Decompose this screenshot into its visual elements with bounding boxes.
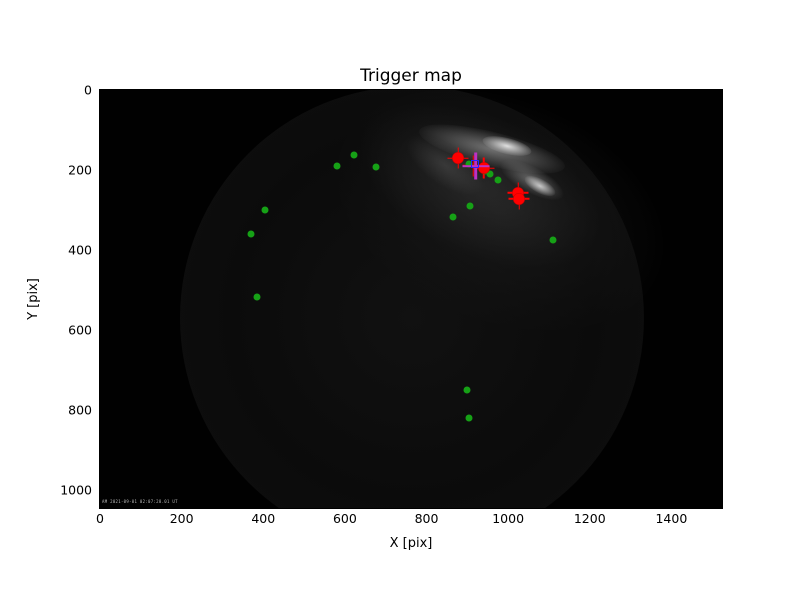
green-dots-marker [333, 162, 341, 170]
x-tick-label: 0 [96, 511, 104, 526]
green-dots-marker [465, 414, 473, 422]
green-dots-marker [247, 230, 255, 238]
red-circles-marker [452, 152, 464, 164]
green-dots-marker [449, 213, 457, 221]
plot-area: AM 2021-09-01 02:07:28.01 UT [99, 89, 723, 509]
x-tick-label: 200 [169, 511, 194, 526]
x-tick-label: 400 [251, 511, 276, 526]
green-dots-marker [486, 170, 494, 178]
y-tick-label: 0 [84, 82, 92, 98]
blue-square-marker [470, 160, 479, 169]
x-tick-label: 1400 [655, 511, 688, 526]
red-circles-marker [513, 193, 525, 205]
red-circles-marker [512, 187, 524, 199]
green-dots-marker [372, 163, 380, 171]
green-dots-marker [466, 202, 474, 210]
y-tick-label: 1000 [60, 482, 92, 498]
y-tick-label: 200 [68, 162, 92, 178]
y-tick-label: 600 [68, 322, 92, 338]
chart-title: Trigger map [360, 66, 462, 86]
y-tick-label: 800 [68, 402, 92, 418]
y-axis-label: Y [pix] [26, 278, 41, 320]
green-dots-marker [463, 386, 470, 394]
x-tick-label: 800 [414, 511, 439, 526]
green-dots-marker [494, 176, 502, 184]
x-tick-label: 1200 [573, 511, 606, 526]
green-dots-marker [549, 236, 557, 244]
green-dots-marker [253, 293, 261, 301]
x-tick-label: 600 [332, 511, 357, 526]
image-timestamp-watermark: AM 2021-09-01 02:07:28.01 UT [102, 499, 178, 504]
x-axis-label: X [pix] [389, 536, 433, 551]
x-tick-label: 1000 [492, 511, 525, 526]
green-dots-marker [261, 206, 269, 214]
y-tick-label: 400 [68, 242, 92, 258]
green-dots-marker [350, 151, 358, 159]
